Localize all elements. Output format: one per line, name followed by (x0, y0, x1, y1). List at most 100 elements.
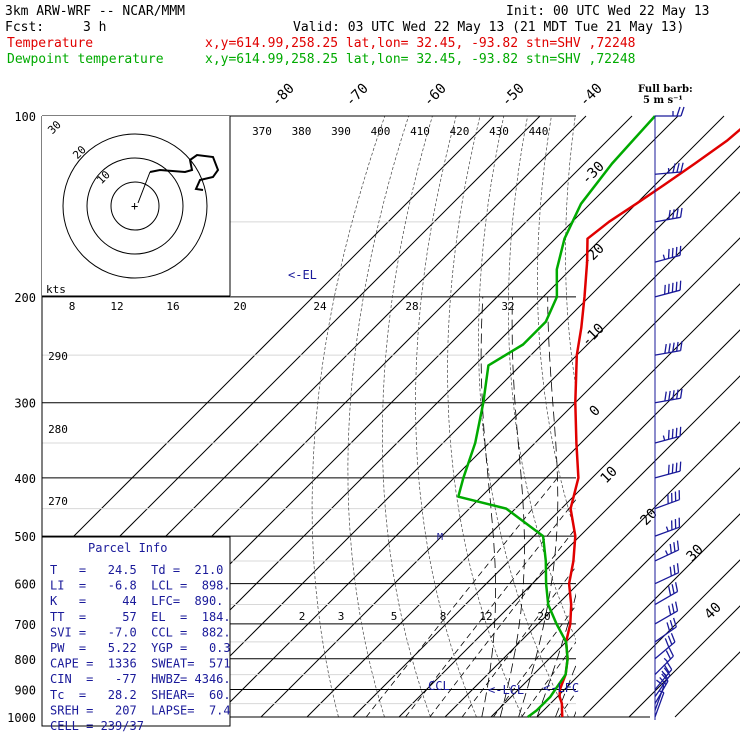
barb-flag (668, 209, 671, 220)
wind-barb (654, 582, 679, 606)
barb-flag (672, 390, 675, 400)
mixing-ratio-line (405, 498, 576, 718)
theta-label: 430 (489, 125, 509, 138)
theta-label: 400 (371, 125, 391, 138)
hodograph-units: kts (46, 283, 66, 296)
barb-flag (670, 632, 676, 643)
lcl-marker: <-LCL (488, 683, 524, 697)
hodograph-ring (62, 133, 208, 279)
barb-staff (654, 655, 674, 676)
isotherm-line (628, 605, 740, 718)
barb-flag (664, 284, 666, 295)
wind-barb (654, 601, 679, 625)
barb-half-flag (662, 435, 666, 441)
moist-adiabat-line (499, 296, 525, 718)
barb-flag (676, 540, 680, 551)
wind-barb (654, 207, 683, 223)
isotherm-line (214, 191, 740, 718)
barb-flag (671, 247, 674, 258)
moist-adiabat-label: 20 (233, 300, 246, 313)
hodograph-ring (110, 181, 160, 231)
barb-staff (654, 254, 681, 263)
mixing-ratio-line (493, 604, 576, 718)
equilibrium-marker: M (437, 532, 443, 543)
barb-flag (674, 582, 679, 592)
pressure-tick-label: 500 (14, 530, 36, 544)
barb-flag (679, 207, 683, 218)
isotherm-line (674, 651, 740, 718)
barb-staff (654, 692, 665, 718)
parcel-info-row: PW = 5.22 YGP = 0.3 (50, 641, 231, 655)
parcel-info-row: LI = -6.8 LCL = 898. (50, 579, 231, 593)
barb-flag (676, 341, 679, 352)
moist-adiabat-line (536, 592, 576, 718)
mixing-ratio-line (521, 641, 576, 718)
barb-flag (676, 106, 681, 117)
mixing-ratio-label: 5 (391, 610, 398, 623)
isotherm-label: 30 (684, 542, 707, 565)
theta-label: 410 (410, 125, 430, 138)
barb-flag (668, 605, 672, 616)
wind-barb (655, 106, 685, 117)
temperature-profile (558, 128, 740, 718)
parcel-info-row: Tc = 28.2 SHEAR= 60. (50, 688, 231, 702)
isotherm-line (168, 145, 740, 718)
barb-staff (654, 216, 681, 223)
theta-label: 380 (292, 125, 312, 138)
dry-adiabat-line (593, 116, 740, 717)
theta-label: 370 (252, 125, 272, 138)
mixing-ratio-label: 2 (299, 610, 306, 623)
isotherm-label: 10 (598, 464, 621, 487)
isotherm-label: 20 (638, 506, 661, 529)
theta-label: 390 (331, 125, 351, 138)
dewpoint-legend-info: x,y=614.99,258.25 lat,lon= 32.45, -93.82… (205, 52, 635, 67)
model-title: 3km ARW-WRF -- NCAR/MMM (5, 4, 185, 19)
barb-flag (674, 601, 679, 612)
wind-barb (654, 563, 680, 585)
barb-half-flag (664, 550, 669, 556)
mixing-ratio-label: 12 (479, 610, 492, 623)
isotherm-line (444, 421, 740, 718)
dry-adiabat-line (347, 116, 409, 718)
hodograph-trace (149, 153, 220, 191)
moist-adiabat-label: 12 (110, 300, 123, 313)
barb-staff (654, 171, 681, 175)
isotherm-label: -50 (499, 81, 528, 110)
wind-barb (654, 162, 684, 175)
barb-half-flag (662, 671, 667, 677)
moist-adiabat-label: 24 (313, 300, 327, 313)
moist-adiabat-line (480, 296, 496, 718)
barb-staff (654, 674, 671, 698)
barb-flag (676, 563, 680, 573)
barb-flag (668, 343, 671, 353)
barb-staff (654, 641, 676, 660)
isotherm-line (398, 375, 740, 718)
wind-barb (654, 490, 681, 510)
barb-flag (671, 282, 674, 293)
pressure-tick-label: 400 (14, 472, 36, 486)
barb-flag (679, 388, 683, 399)
barb-flag (679, 426, 682, 437)
isotherm-line (536, 513, 740, 718)
parcel-info-row: T = 24.5 Td = 21.0 (50, 563, 223, 577)
barb-staff (654, 610, 678, 625)
barb-note-line1: Full barb: (638, 84, 693, 95)
mixing-ratio-line (429, 527, 576, 718)
pressure-tick-label: 900 (14, 683, 36, 697)
barb-half-flag (662, 254, 666, 260)
barb-flag (664, 343, 667, 354)
barb-half-flag (665, 526, 669, 532)
temperature-legend-name: Temperature (7, 36, 93, 51)
barb-flag (667, 283, 670, 294)
valid-time: Valid: 03 UTC Wed 22 May 13 (21 MDT Tue … (293, 20, 684, 35)
barb-flag (676, 389, 679, 400)
barb-flag (672, 342, 675, 353)
barb-flag (664, 391, 667, 402)
barb-flag (672, 209, 675, 219)
moist-adiabat-line (573, 710, 576, 718)
isotherm-label: -70 (343, 81, 372, 110)
parcel-info-row: SVI = -7.0 CCL = 882. (50, 625, 231, 639)
dry-adiabat-line (478, 116, 569, 718)
forecast-label: Fcst: (5, 20, 44, 35)
